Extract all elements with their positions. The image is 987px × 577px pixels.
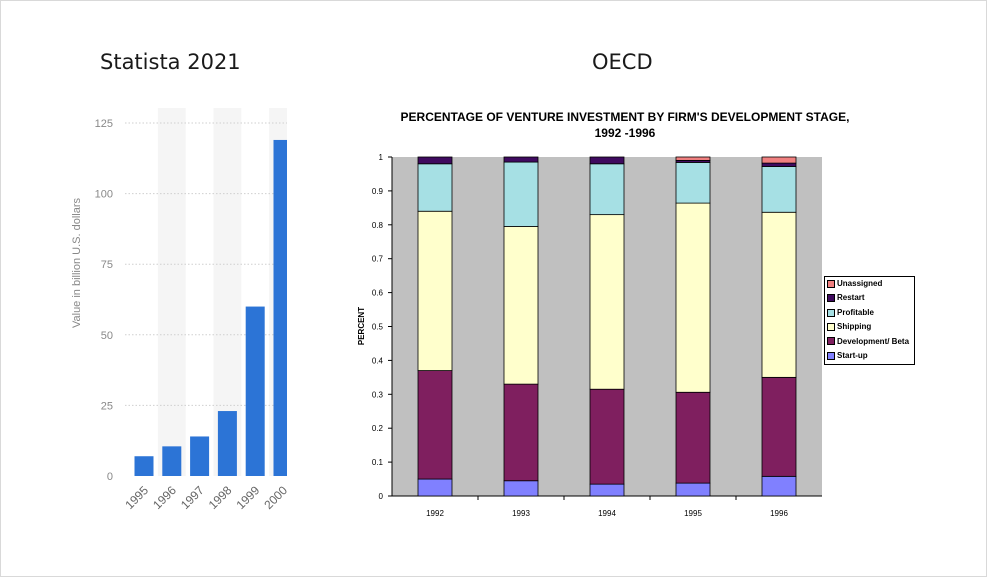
y-tick-label: 25 <box>101 400 113 412</box>
oecd-chart-title-line2: 1992 -1996 <box>594 126 656 140</box>
bar-2000 <box>273 139 287 476</box>
segment-1993-profitable <box>503 161 539 227</box>
legend-item-profitable: Profitable <box>827 308 874 320</box>
segment-1995-shipping <box>675 202 711 393</box>
y-tick-label: 0.8 <box>372 221 384 230</box>
segment-1993-restart <box>503 156 539 163</box>
y-tick-label: 0.1 <box>372 458 384 467</box>
bar-1996 <box>162 446 182 476</box>
segment-1996-restart <box>761 162 797 167</box>
segment-1993-shipping <box>503 226 539 385</box>
y-tick-label: 75 <box>101 259 113 271</box>
legend-label: Unassigned <box>837 279 883 288</box>
y-axis-label: Value in billion U.S. dollars <box>71 197 83 328</box>
oecd-legend: Unassigned Restart Profitable Shipping Devel… <box>824 276 915 365</box>
legend-label: Shipping <box>837 322 872 332</box>
y-tick-label: 0.9 <box>372 187 384 196</box>
segment-1994-profitable <box>589 163 625 216</box>
y-tick-label: 0.2 <box>372 424 384 433</box>
segment-1992-start_up <box>417 478 453 497</box>
legend-swatch <box>827 323 835 332</box>
legend-swatch <box>827 337 835 346</box>
segment-1996-start_up <box>761 475 797 497</box>
segment-1994-development_beta <box>589 388 625 485</box>
y-tick-label: 0 <box>107 471 113 483</box>
segment-1995-profitable <box>675 162 711 204</box>
segment-1996-shipping <box>761 211 797 378</box>
y-tick-label: 50 <box>101 330 113 342</box>
segment-1993-development_beta <box>503 383 539 482</box>
y-tick-label: 1 <box>379 153 384 162</box>
x-tick-label: 1996 <box>770 509 788 518</box>
y-axis-label: PERCENT <box>357 307 366 345</box>
segment-1994-start_up <box>589 483 625 497</box>
oecd-chart-title-line1: PERCENTAGE OF VENTURE INVESTMENT BY FIRM… <box>400 110 850 124</box>
legend-label: Development/ Beta <box>837 336 910 346</box>
bar-1995 <box>134 456 154 476</box>
x-tick-label: 1993 <box>512 509 530 518</box>
segment-1993-start_up <box>503 480 539 497</box>
column-band <box>157 108 186 476</box>
segment-1995-unassigned <box>675 156 711 161</box>
y-tick-label: 0.4 <box>372 356 384 365</box>
legend-item-unassigned: Unassigned <box>827 279 882 291</box>
segment-1995-start_up <box>675 482 711 497</box>
y-tick-label: 0 <box>379 492 384 501</box>
legend-item-restart: Restart <box>827 293 865 305</box>
legend-swatch <box>827 351 835 360</box>
legend-label: Restart <box>837 293 865 303</box>
y-tick-label: 100 <box>95 189 113 201</box>
segment-1994-restart <box>589 156 625 165</box>
statista-panel-title: Statista 2021 <box>100 50 241 74</box>
y-tick-label: 0.3 <box>372 390 384 399</box>
segment-1992-profitable <box>417 163 453 212</box>
y-tick-label: 0.5 <box>372 323 384 332</box>
legend-swatch <box>827 279 835 288</box>
y-tick-label: 0.7 <box>372 255 384 264</box>
segment-1992-development_beta <box>417 370 453 480</box>
x-tick-label: 1994 <box>598 509 616 518</box>
bar-1998 <box>217 411 237 476</box>
legend-item-shipping: Shipping <box>827 322 871 334</box>
segment-1996-development_beta <box>761 376 797 477</box>
legend-swatch <box>827 294 835 303</box>
bar-1999 <box>245 306 265 476</box>
legend-swatch <box>827 308 835 317</box>
x-tick-label: 1992 <box>426 509 444 518</box>
segment-1994-shipping <box>589 214 625 390</box>
legend-label: Start-up <box>837 351 868 360</box>
bar-1997 <box>190 436 210 476</box>
legend-label: Profitable <box>837 307 874 317</box>
oecd-panel-title: OECD <box>592 50 653 74</box>
segment-1996-unassigned <box>761 156 797 164</box>
legend-item-start_up: Start-up <box>827 351 868 363</box>
y-tick-label: 0.6 <box>372 289 384 298</box>
segment-1992-restart <box>417 156 453 165</box>
y-tick-label: 125 <box>95 118 113 130</box>
segment-1995-development_beta <box>675 391 711 484</box>
segment-1996-profitable <box>761 166 797 213</box>
segment-1992-shipping <box>417 210 453 371</box>
x-tick-label: 1995 <box>684 509 702 518</box>
legend-item-development_beta: Development/ Beta <box>827 337 909 349</box>
